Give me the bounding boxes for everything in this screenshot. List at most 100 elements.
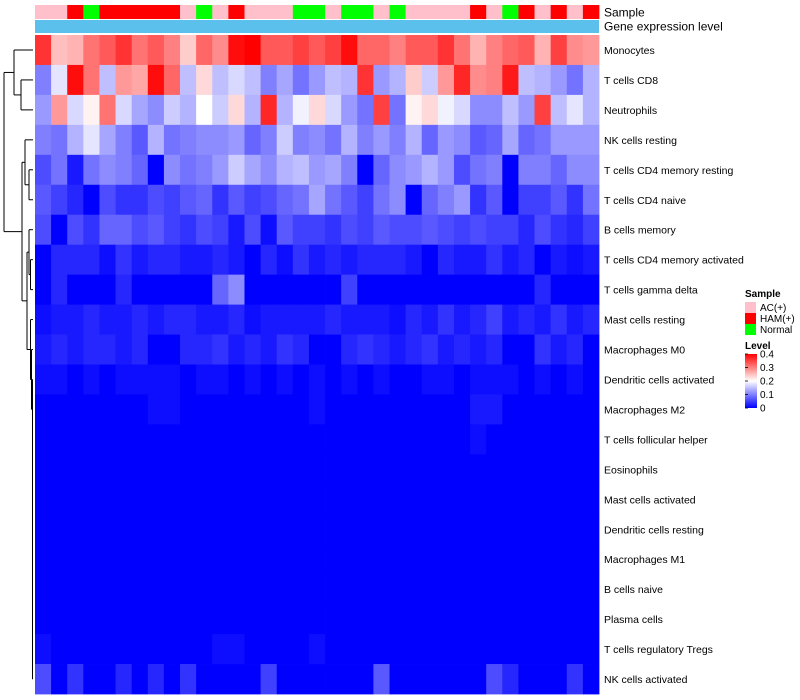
heatmap-cell: [180, 154, 197, 186]
heatmap-cell: [453, 94, 471, 126]
heatmap-cell: [260, 574, 278, 605]
heatmap-cell: [292, 214, 310, 246]
heatmap-cell: [421, 394, 439, 425]
heatmap-cell: [276, 424, 294, 455]
heatmap-cell: [566, 634, 584, 665]
heatmap-cell: [196, 604, 213, 635]
heatmap-cell: [486, 424, 503, 455]
heatmap-cell: [341, 634, 358, 665]
gene-expression-annotation-label: Gene expression level: [604, 20, 723, 34]
heatmap-cell: [518, 64, 535, 96]
heatmap-cell: [405, 454, 423, 485]
heatmap-cell: [566, 334, 584, 365]
heatmap-cell: [244, 484, 261, 515]
heatmap-cell: [550, 394, 568, 425]
sample-cell: [421, 5, 439, 19]
heatmap-cell: [228, 574, 245, 605]
heatmap-cell: [131, 35, 149, 66]
heatmap-cell: [180, 484, 197, 515]
heatmap-cell: [131, 574, 149, 605]
heatmap-cell: [276, 304, 294, 335]
heatmap-cell: [131, 604, 149, 635]
heatmap-cell: [212, 484, 229, 515]
heatmap-cell: [99, 574, 116, 605]
heatmap-cell: [51, 454, 68, 485]
heatmap-cell: [550, 544, 568, 575]
heatmap-cell: [35, 64, 52, 96]
heatmap-cell: [486, 244, 503, 276]
heatmap-cell: [260, 35, 278, 66]
heatmap-cell: [115, 334, 133, 365]
heatmap-cell: [470, 604, 487, 635]
heatmap-cell: [470, 214, 487, 246]
heatmap-cell: [99, 64, 116, 96]
row-label: Neutrophils: [604, 105, 657, 117]
heatmap-cell: [453, 124, 471, 156]
heatmap-cell: [308, 364, 326, 395]
heatmap-cell: [35, 394, 52, 425]
sample-cell: [51, 5, 68, 19]
heatmap-cell: [405, 154, 423, 186]
heatmap-cell: [260, 304, 278, 335]
heatmap-cell: [115, 514, 133, 545]
heatmap-cell: [437, 154, 455, 186]
heatmap-cell: [566, 574, 584, 605]
legend-entry-label: Normal: [760, 325, 792, 336]
heatmap-cell: [405, 214, 423, 246]
heatmap-cell: [196, 514, 213, 545]
heatmap-cell: [244, 364, 261, 395]
heatmap-cell: [260, 244, 278, 276]
heatmap-cell: [373, 604, 390, 635]
heatmap-cell: [566, 484, 584, 515]
heatmap-cell: [357, 484, 374, 515]
heatmap-cell: [566, 35, 584, 66]
heatmap-cell: [518, 154, 535, 186]
heatmap-cell: [131, 514, 149, 545]
heatmap-cell: [453, 574, 471, 605]
heatmap-cell: [212, 514, 229, 545]
heatmap-cell: [51, 574, 68, 605]
heatmap-cell: [228, 394, 245, 425]
heatmap-cell: [180, 364, 197, 395]
heatmap-cell: [51, 424, 68, 455]
heatmap-cell: [244, 214, 261, 246]
heatmap-cell: [373, 64, 390, 96]
heatmap-cell: [534, 184, 552, 216]
heatmap-cell: [582, 184, 600, 216]
heatmap-cell: [35, 544, 52, 575]
heatmap-cell: [99, 394, 116, 425]
heatmap-cell: [534, 394, 552, 425]
heatmap-cell: [470, 364, 487, 395]
heatmap-cell: [67, 574, 84, 605]
heatmap-cell: [292, 94, 310, 126]
heatmap-cell: [244, 35, 261, 66]
heatmap-cell: [99, 244, 116, 276]
heatmap-cell: [83, 394, 100, 425]
heatmap-cell: [292, 424, 310, 455]
heatmap-cell: [308, 334, 326, 365]
row-label: T cells regulatory Tregs: [604, 644, 713, 656]
heatmap-cell: [373, 334, 390, 365]
heatmap-cell: [308, 574, 326, 605]
heatmap-cell: [389, 124, 407, 156]
heatmap-cell: [228, 214, 245, 246]
heatmap-cell: [147, 574, 165, 605]
heatmap-cell: [486, 304, 503, 335]
heatmap-cell: [437, 544, 455, 575]
heatmap-cell: [421, 274, 439, 305]
heatmap-cell: [67, 304, 84, 335]
heatmap-cell: [212, 244, 229, 276]
heatmap-cell: [276, 334, 294, 365]
heatmap-cell: [163, 364, 181, 395]
heatmap-cell: [163, 664, 181, 695]
heatmap-cell: [99, 544, 116, 575]
heatmap-cell: [51, 35, 68, 66]
heatmap-cell: [212, 274, 229, 305]
heatmap-cell: [35, 634, 52, 665]
heatmap-cell: [357, 184, 374, 216]
heatmap-cell: [470, 304, 487, 335]
heatmap-cell: [486, 604, 503, 635]
heatmap-cell: [308, 304, 326, 335]
heatmap-cell: [405, 124, 423, 156]
heatmap-cell: [276, 64, 294, 96]
